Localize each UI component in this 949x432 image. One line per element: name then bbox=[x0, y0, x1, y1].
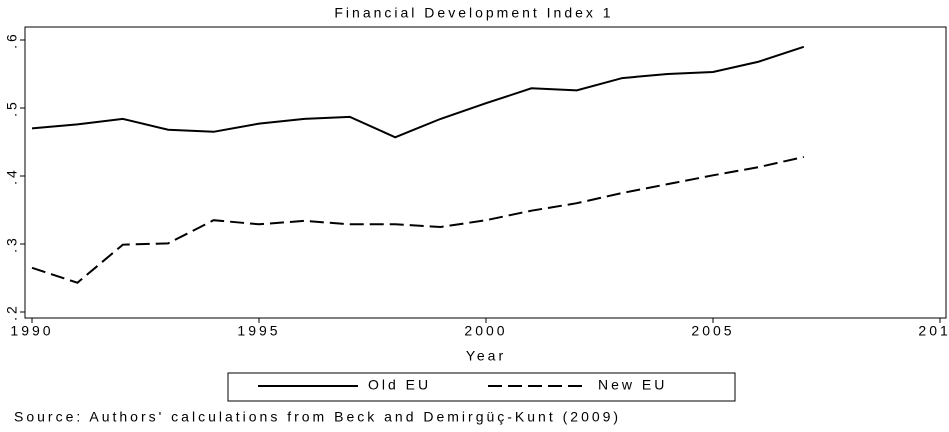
chart-title: Financial Development Index 1 bbox=[334, 5, 613, 21]
legend-label: Old EU bbox=[368, 377, 431, 393]
x-tick-label: 1995 bbox=[237, 323, 280, 339]
plot-frame bbox=[24, 26, 947, 319]
y-tick-label: .2 bbox=[4, 303, 20, 321]
y-tick-label: .5 bbox=[4, 99, 20, 117]
y-tick-label: .4 bbox=[4, 167, 20, 185]
legend-label: New EU bbox=[598, 377, 667, 393]
series-line bbox=[31, 45, 805, 139]
y-tick-label: .6 bbox=[4, 31, 20, 49]
x-tick-label: 2010 bbox=[918, 323, 949, 339]
x-tick-label: 1990 bbox=[10, 323, 53, 339]
x-tick-label: 2000 bbox=[464, 323, 507, 339]
source-note: Source: Authors' calculations from Beck … bbox=[14, 409, 621, 425]
series-line bbox=[31, 155, 805, 284]
x-tick-label: 2005 bbox=[691, 323, 734, 339]
x-axis-title: Year bbox=[466, 348, 506, 364]
legend-box bbox=[227, 372, 736, 402]
y-tick-label: .3 bbox=[4, 235, 20, 253]
